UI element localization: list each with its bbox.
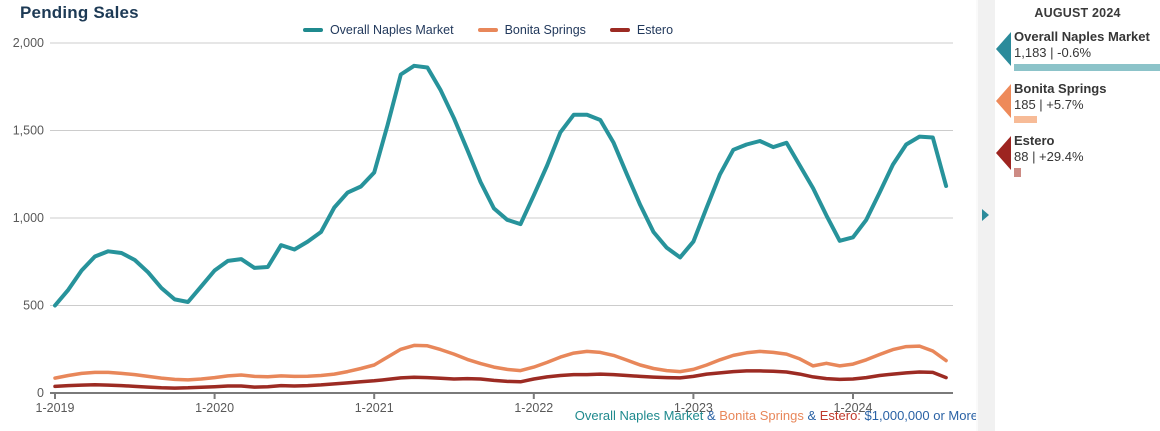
market-info: Bonita Springs 185 | +5.7% xyxy=(1012,81,1160,123)
y-tick-label: 500 xyxy=(23,299,44,313)
market-card-overall-naples-market[interactable]: Overall Naples Market 1,183 | -0.6% xyxy=(995,29,1160,71)
legend-label: Bonita Springs xyxy=(504,23,586,37)
y-tick-label: 2,000 xyxy=(13,36,44,50)
x-tick-label: 1-2019 xyxy=(36,401,75,415)
series-line-estero xyxy=(53,369,948,390)
market-card-bonita-springs[interactable]: Bonita Springs 185 | +5.7% xyxy=(995,81,1160,123)
market-volume-bar xyxy=(1014,168,1021,177)
market-card-estero[interactable]: Estero 88 | +29.4% xyxy=(995,133,1160,177)
market-arrow-icon xyxy=(996,84,1011,118)
y-tick-label: 1,500 xyxy=(13,124,44,138)
legend-swatch-icon xyxy=(609,28,630,32)
side-panel-collapse-strip[interactable] xyxy=(976,0,997,431)
y-tick-label: 1,000 xyxy=(13,211,44,225)
legend-item-estero[interactable]: Estero xyxy=(609,23,674,37)
chart-panel: Pending Sales Overall Naples Market Bonit… xyxy=(0,0,978,431)
series-line-overall-naples-market xyxy=(53,63,949,308)
footnote-segment: & xyxy=(703,408,720,423)
x-axis-labels: 1-2019 1-2020 1-2021 1-2022 1-2023 1-2024 xyxy=(36,401,873,415)
x-tick-label: 1-2024 xyxy=(834,401,873,415)
y-axis-labels: 0 500 1,000 1,500 2,000 xyxy=(13,36,44,400)
market-info: Overall Naples Market 1,183 | -0.6% xyxy=(1012,29,1160,71)
chart-series xyxy=(53,63,949,390)
series-line-bonita-springs xyxy=(53,343,948,382)
market-name: Overall Naples Market xyxy=(1014,29,1150,44)
legend-swatch-icon xyxy=(302,28,323,32)
legend-label: Estero xyxy=(636,23,674,37)
market-value: 88 | +29.4% xyxy=(1014,149,1084,164)
x-tick-label: 1-2023 xyxy=(674,401,713,415)
market-value: 185 | +5.7% xyxy=(1014,97,1084,112)
footnote-segment: Estero: xyxy=(819,408,861,423)
chart-legend: Overall Naples Market Bonita Springs Ester… xyxy=(0,23,976,37)
footnote-segment: $1,000,000 or More xyxy=(860,408,978,423)
market-volume-bar xyxy=(1014,64,1160,71)
market-name: Estero xyxy=(1014,133,1055,148)
legend-item-overall-naples-market[interactable]: Overall Naples Market xyxy=(302,23,454,37)
footnote-segment: & xyxy=(803,408,820,423)
market-info: Estero 88 | +29.4% xyxy=(1012,133,1160,177)
legend-item-bonita-springs[interactable]: Bonita Springs xyxy=(477,23,586,37)
x-axis xyxy=(50,392,953,399)
footnote-segment: Bonita Springs xyxy=(719,408,804,423)
market-card-list: Overall Naples Market 1,183 | -0.6% Bonita… xyxy=(995,29,1160,177)
legend-swatch-icon xyxy=(477,28,498,32)
expand-arrow-icon[interactable] xyxy=(982,209,989,221)
legend-label: Overall Naples Market xyxy=(329,23,454,37)
summary-side-panel: AUGUST 2024 Overall Naples Market 1,183 |… xyxy=(995,0,1160,431)
period-label: AUGUST 2024 xyxy=(1034,6,1121,20)
footnote-segment: Overall Naples Market xyxy=(574,408,704,423)
market-arrow-icon xyxy=(996,32,1011,66)
x-tick-label: 1-2020 xyxy=(195,401,234,415)
market-volume-bar xyxy=(1014,116,1037,123)
page-title: Pending Sales xyxy=(20,3,139,22)
market-name: Bonita Springs xyxy=(1014,81,1107,96)
price-filter-footnote: Overall Naples Market & Bonita Springs &… xyxy=(0,408,978,423)
y-tick-label: 0 xyxy=(37,386,44,400)
market-value: 1,183 | -0.6% xyxy=(1014,45,1092,60)
gridlines xyxy=(50,42,953,306)
market-arrow-icon xyxy=(996,136,1011,170)
x-tick-label: 1-2021 xyxy=(355,401,394,415)
x-tick-label: 1-2022 xyxy=(514,401,553,415)
